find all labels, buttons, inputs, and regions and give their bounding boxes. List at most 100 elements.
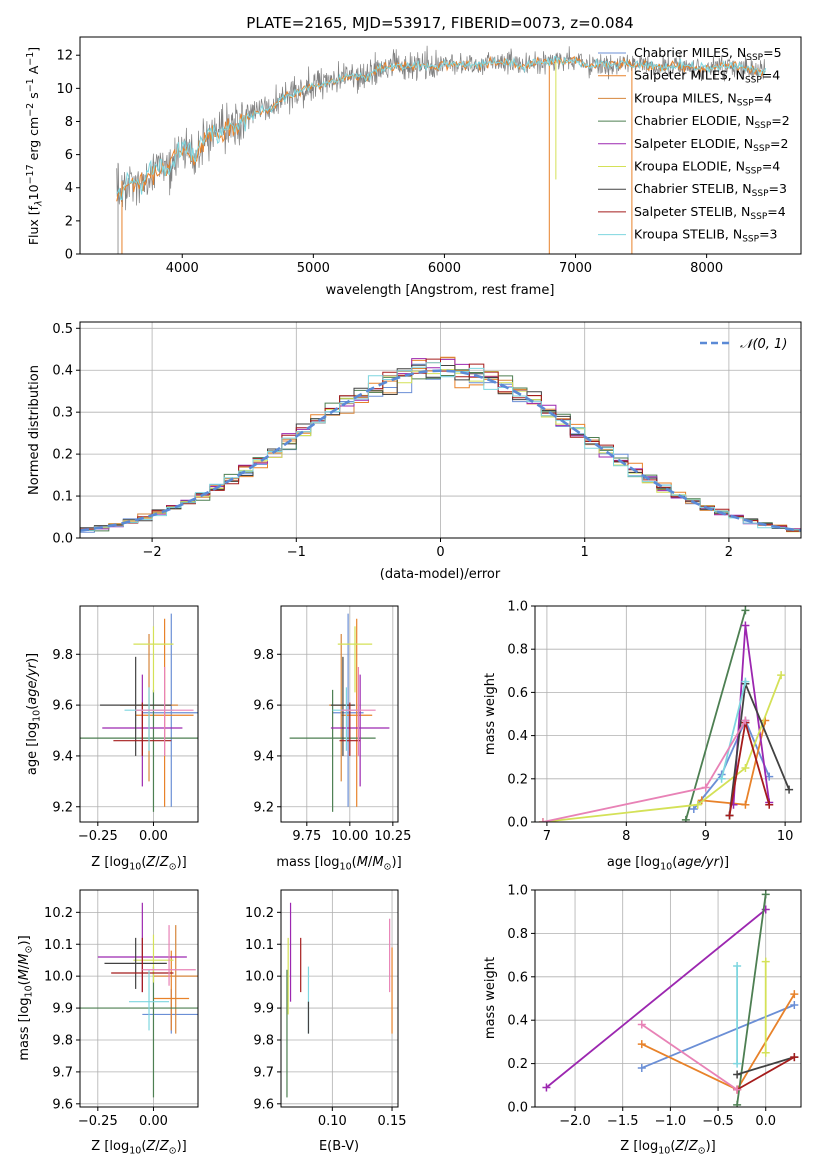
errorbar-point <box>133 934 174 983</box>
data-point <box>741 716 750 725</box>
y-tick-label: 9.6 <box>52 1097 73 1112</box>
y-tick-label: 0.6 <box>507 686 528 701</box>
weight-series <box>545 908 767 1089</box>
y-axis-label: age [log10(age/yr)] <box>25 653 43 775</box>
y-tick-label: 0.4 <box>507 1014 528 1029</box>
y-axis-label: Flux [fλ10−17 erg cm−2 s−1 A−1] <box>25 47 45 245</box>
legend-entry: Salpeter STELIB, NSSP=4 <box>634 204 786 222</box>
plot-area <box>535 890 801 1107</box>
weight-series <box>736 1056 795 1076</box>
y-tick-label: 10 <box>56 82 73 97</box>
data-point <box>733 1100 742 1107</box>
errorbar-point <box>111 937 174 993</box>
data-point <box>741 800 750 809</box>
x-tick-label: −1.0 <box>655 1114 687 1129</box>
x-tick-label: 8000 <box>690 261 723 276</box>
legend-entry: Chabrier ELODIE, NSSP=2 <box>634 113 790 131</box>
y-axis-label: mass weight <box>483 673 498 755</box>
y-tick-label: 0.8 <box>507 643 528 658</box>
data-point <box>741 764 750 772</box>
x-axis-label: Z [log10(Z/Z⊙)] <box>91 1139 186 1157</box>
x-axis-label: E(B-V) <box>319 1139 359 1154</box>
x-axis-label: (data-model)/error <box>380 567 501 582</box>
x-tick-label: 2 <box>725 545 733 560</box>
x-axis-label: mass [log10(M/M⊙)] <box>276 855 401 873</box>
data-point <box>637 1020 646 1029</box>
axes-frame <box>79 605 199 823</box>
data-point <box>785 785 794 794</box>
axes-frame <box>534 889 802 1108</box>
x-tick-label: 0.00 <box>139 1114 168 1129</box>
panel-mass_vs_Z: −0.25 0.00 9.6 9.7 9.8 9.9 10.0 10.1 10.2 Z [log1… <box>17 889 199 1157</box>
data-point <box>689 805 698 814</box>
errorbar-point <box>100 656 172 756</box>
data-point <box>637 1040 646 1049</box>
axes-frame <box>280 889 399 1108</box>
y-tick-label: 0.1 <box>52 490 73 505</box>
axes-frame <box>79 889 199 1108</box>
legend-entry: Kroupa STELIB, NSSP=3 <box>634 227 778 245</box>
y-tick-label: 9.4 <box>253 749 274 764</box>
x-axis-label: Z [log10(Z/Z⊙)] <box>620 1139 715 1157</box>
panel-weight_vs_Z: −2.0 −1.5 −1.0 −0.5 0.0 0.0 0.2 0.4 0.6 0.8 1.0 Z [… <box>483 884 802 1157</box>
y-tick-label: 2 <box>65 214 73 229</box>
y-tick-label: 0.2 <box>507 772 528 787</box>
errorbar-point <box>128 969 170 1031</box>
panel-age_vs_Z: −0.25 0.00 9.2 9.4 9.6 9.8 Z [log10(Z/Z⊙)] age … <box>25 605 199 873</box>
data-point <box>733 1085 742 1094</box>
x-axis-label: age [log10(age/yr)] <box>607 855 729 873</box>
data-point <box>717 774 726 783</box>
data-point <box>538 818 547 822</box>
y-tick-label: 12 <box>56 49 73 64</box>
errorbar-point <box>104 937 167 989</box>
x-tick-label: 4000 <box>166 261 199 276</box>
x-tick-label: 9.75 <box>292 829 321 844</box>
model-spectrum <box>116 55 767 201</box>
x-tick-label: −0.5 <box>702 1114 734 1129</box>
errorbar-point <box>341 666 376 756</box>
weight-series <box>736 894 767 1105</box>
y-tick-label: 9.7 <box>52 1065 73 1080</box>
plot-area <box>80 606 198 822</box>
errorbar-point <box>135 666 194 756</box>
plot-area <box>535 606 801 822</box>
y-tick-label: 0.3 <box>52 406 73 421</box>
data-point <box>733 961 742 970</box>
errorbar-point <box>330 674 390 787</box>
panel-spectrum: 4000 5000 6000 7000 8000 0 2 4 6 8 10 12 Chabrier MI… <box>25 36 802 298</box>
x-tick-label: 10.25 <box>374 829 411 844</box>
axes-frame <box>79 36 802 255</box>
weight-series <box>641 1004 795 1069</box>
panel-weight_vs_age: 7 8 9 10 0.0 0.2 0.4 0.6 0.8 1.0 age [log10(age/yr… <box>483 600 802 873</box>
x-tick-label: 8 <box>622 829 630 844</box>
plot-area <box>80 890 198 1107</box>
y-tick-label: 0.0 <box>52 532 73 547</box>
errorbar-point <box>337 626 373 693</box>
y-tick-label: 0.0 <box>507 816 528 831</box>
errorbar-point <box>289 689 376 812</box>
y-tick-label: 10.1 <box>44 938 73 953</box>
y-axis-label: mass [log10(M/M⊙)] <box>17 935 35 1060</box>
errorbar-point <box>330 656 355 756</box>
y-tick-label: 1.0 <box>507 600 528 615</box>
weight-series <box>685 610 747 821</box>
y-tick-label: 8 <box>65 115 73 130</box>
y-tick-label: 9.9 <box>253 1002 274 1017</box>
data-point <box>790 1053 799 1062</box>
x-tick-label: −2 <box>143 545 162 560</box>
data-point <box>725 811 734 820</box>
data-point <box>761 890 770 899</box>
data-point <box>681 815 690 822</box>
y-tick-label: 9.2 <box>52 800 73 815</box>
legend-entry: Chabrier MILES, NSSP=5 <box>634 45 782 63</box>
y-tick-label: 10.2 <box>245 906 274 921</box>
x-tick-label: 0.0 <box>755 1114 776 1129</box>
y-tick-label: 4 <box>65 181 73 196</box>
x-tick-label: 7000 <box>559 261 592 276</box>
x-tick-label: 0.15 <box>378 1114 407 1129</box>
y-axis-label: Normed distribution <box>27 365 42 495</box>
y-tick-label: 9.8 <box>253 648 274 663</box>
y-tick-label: 10.2 <box>44 906 73 921</box>
y-tick-label: 0.4 <box>52 364 73 379</box>
x-tick-label: 5000 <box>297 261 330 276</box>
